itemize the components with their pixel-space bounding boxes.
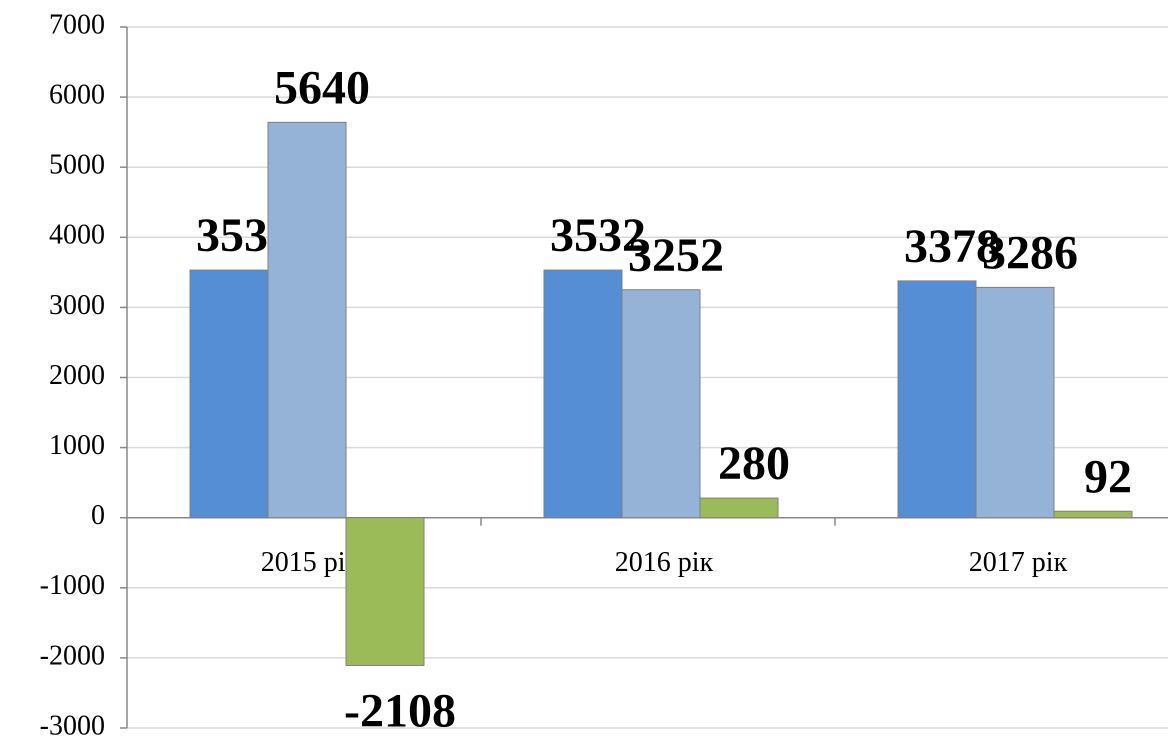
y-tick-label: -1000 (40, 570, 105, 601)
bar (1053, 510, 1133, 519)
data-label: -2108 (344, 684, 456, 737)
data-label: 3252 (628, 229, 724, 282)
bar (345, 517, 425, 666)
bar (699, 497, 779, 519)
bar (189, 269, 269, 519)
y-tick-label: 6000 (49, 80, 105, 111)
x-tick-label: 2016 рік (615, 547, 714, 578)
bar (621, 289, 701, 519)
x-tick-label: 2017 рік (969, 547, 1068, 578)
data-label: 3286 (982, 226, 1078, 279)
y-tick-label: -3000 (40, 710, 105, 741)
bar (897, 280, 977, 519)
y-tick-label: 2000 (49, 360, 105, 391)
bar (543, 269, 623, 519)
y-tick-label: 3000 (49, 290, 105, 321)
data-label: 5640 (274, 61, 370, 114)
bar (975, 286, 1055, 519)
data-label: 280 (718, 437, 790, 490)
y-tick-label: 4000 (49, 220, 105, 251)
y-tick-label: 5000 (49, 150, 105, 181)
bar (267, 121, 347, 519)
y-tick-label: 7000 (49, 9, 105, 40)
data-label: 92 (1084, 450, 1132, 503)
y-tick-label: 0 (91, 500, 105, 531)
y-tick-label: -2000 (40, 640, 105, 671)
x-tick-label: 2015 рік (261, 547, 360, 578)
data-label: 3378 (904, 220, 1000, 273)
data-label: 3532 (550, 209, 646, 262)
y-tick-label: 1000 (49, 430, 105, 461)
